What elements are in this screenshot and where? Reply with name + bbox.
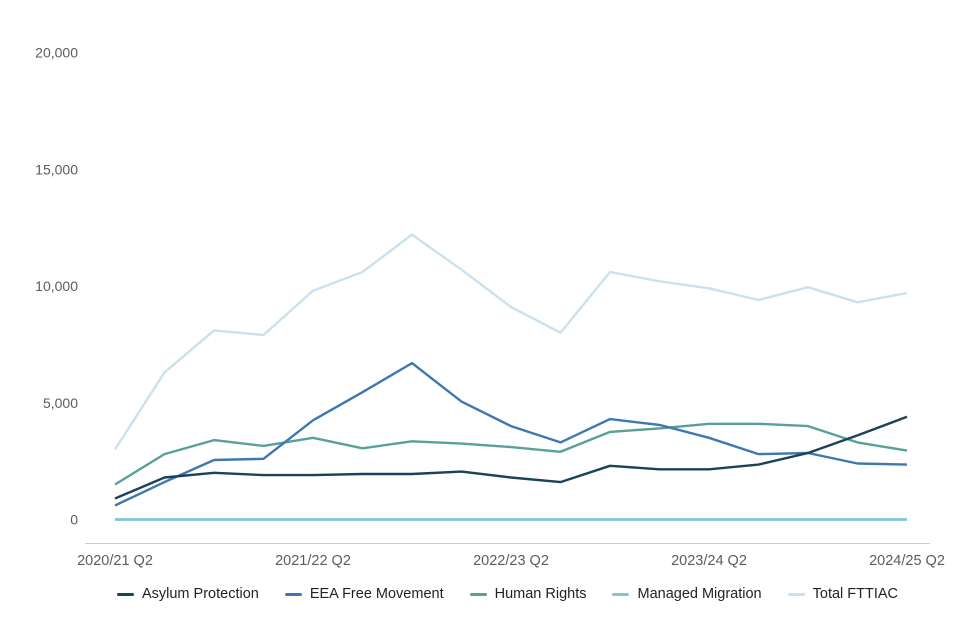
legend-label: EEA Free Movement bbox=[309, 586, 444, 602]
x-axis-tick-label: 2021/22 Q2 bbox=[275, 553, 351, 569]
series-line-eea-free-movement[interactable] bbox=[114, 361, 908, 507]
plot-area: 0 5,000 10,000 15,000 20,000 2020/21 Q2 2021/2… bbox=[35, 45, 945, 570]
legend-item-total-fttiac[interactable]: Total FTTIAC bbox=[787, 584, 899, 604]
x-axis-tick-label: 2024/25 Q2 bbox=[869, 553, 945, 569]
x-axis-tick-label: 2023/24 Q2 bbox=[671, 553, 747, 569]
legend-item-human-rights[interactable]: Human Rights bbox=[469, 584, 587, 604]
legend-swatch-human-rights bbox=[469, 592, 487, 596]
series-line-asylum-protection[interactable] bbox=[114, 415, 908, 500]
legend-item-eea-free-movement[interactable]: EEA Free Movement bbox=[284, 584, 444, 604]
legend-swatch-eea-free-movement bbox=[284, 592, 302, 596]
legend-swatch-managed-migration bbox=[612, 592, 630, 596]
legend-swatch-asylum-protection bbox=[116, 592, 134, 596]
y-axis-tick-label: 0 bbox=[70, 512, 78, 528]
legend-item-managed-migration[interactable]: Managed Migration bbox=[612, 584, 762, 604]
legend-label: Total FTTIAC bbox=[812, 586, 899, 602]
series-line-human-rights[interactable] bbox=[114, 422, 908, 486]
x-axis-tick-label: 2020/21 Q2 bbox=[77, 553, 153, 569]
y-axis-tick-label: 20,000 bbox=[35, 45, 78, 61]
x-axis-tick-label: 2022/23 Q2 bbox=[473, 553, 549, 569]
series-line-total-fttiac[interactable] bbox=[113, 233, 908, 451]
y-axis-tick-label: 15,000 bbox=[35, 161, 78, 177]
legend-item-asylum-protection[interactable]: Asylum Protection bbox=[116, 584, 259, 604]
legend-label: Human Rights bbox=[494, 586, 587, 602]
legend-swatch-total-fttiac bbox=[787, 592, 805, 596]
y-axis-tick-label: 5,000 bbox=[43, 395, 78, 411]
y-axis-tick-label: 10,000 bbox=[35, 278, 78, 294]
legend-label: Asylum Protection bbox=[141, 586, 259, 602]
chart-legend: Asylum Protection EEA Free Movement Human … bbox=[85, 584, 930, 604]
legend-label: Managed Migration bbox=[637, 586, 762, 602]
